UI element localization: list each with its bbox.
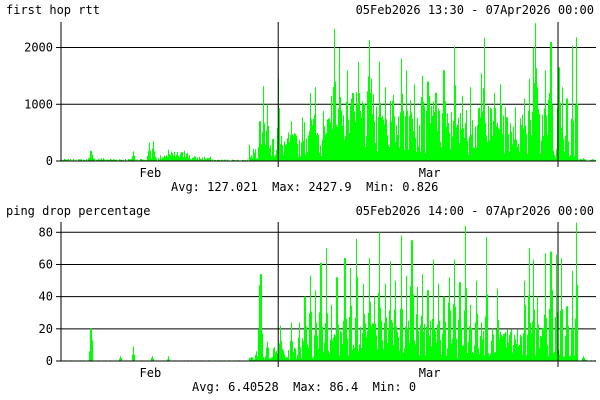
- chart2-avg-value: 6.40528: [228, 380, 279, 394]
- chart2-x-tick-label: Feb: [140, 366, 162, 380]
- chart2-time-range: 05Feb2026 14:00 - 07Apr2026 00:00: [355, 204, 594, 218]
- chart2-max-label: Max:: [293, 380, 323, 394]
- chart1-time-range: 05Feb2026 13:30 - 07Apr2026 00:00: [355, 3, 594, 17]
- chart1-max-value: 2427.9: [308, 180, 352, 194]
- chart2-stats: Avg: 6.40528 Max: 86.4 Min: 0: [192, 380, 416, 394]
- chart2-max-value: 86.4: [329, 380, 359, 394]
- chart2-min-value: 0: [408, 380, 417, 394]
- chart1-avg-value: 127.021: [207, 180, 258, 194]
- chart2-y-tick-label: 60: [39, 257, 53, 271]
- chart1-y-tick-label: 1000: [24, 97, 53, 111]
- chart1-min-value: 0.826: [402, 180, 439, 194]
- chart1-avg-label: Avg:: [171, 180, 200, 194]
- chart1-max-label: Max:: [272, 180, 302, 194]
- chart2-y-tick-label: 0: [46, 354, 53, 368]
- chart1-min-label: Min:: [366, 180, 396, 194]
- chart1-title: first hop rtt: [6, 3, 100, 17]
- chart2-avg-label: Avg:: [192, 380, 221, 394]
- chart1-x-tick-label: Feb: [140, 166, 162, 180]
- chart2-title: ping drop percentage: [6, 204, 151, 218]
- chart2-x-tick-label: Mar: [419, 366, 441, 380]
- chart1-y-tick-label: 2000: [24, 41, 53, 55]
- chart2-y-tick-label: 80: [39, 225, 53, 239]
- chart1-stats: Avg: 127.021 Max: 2427.9 Min: 0.826: [171, 180, 438, 194]
- chart1-data-bars: [61, 23, 596, 161]
- chart2-data-bars: [61, 222, 596, 361]
- chart1-x-tick-label: Mar: [419, 166, 441, 180]
- chart2-y-tick-label: 40: [39, 290, 53, 304]
- chart2-min-label: Min:: [372, 380, 402, 394]
- chart1-y-tick-label: 0: [46, 154, 53, 168]
- chart2-y-tick-label: 20: [39, 322, 53, 336]
